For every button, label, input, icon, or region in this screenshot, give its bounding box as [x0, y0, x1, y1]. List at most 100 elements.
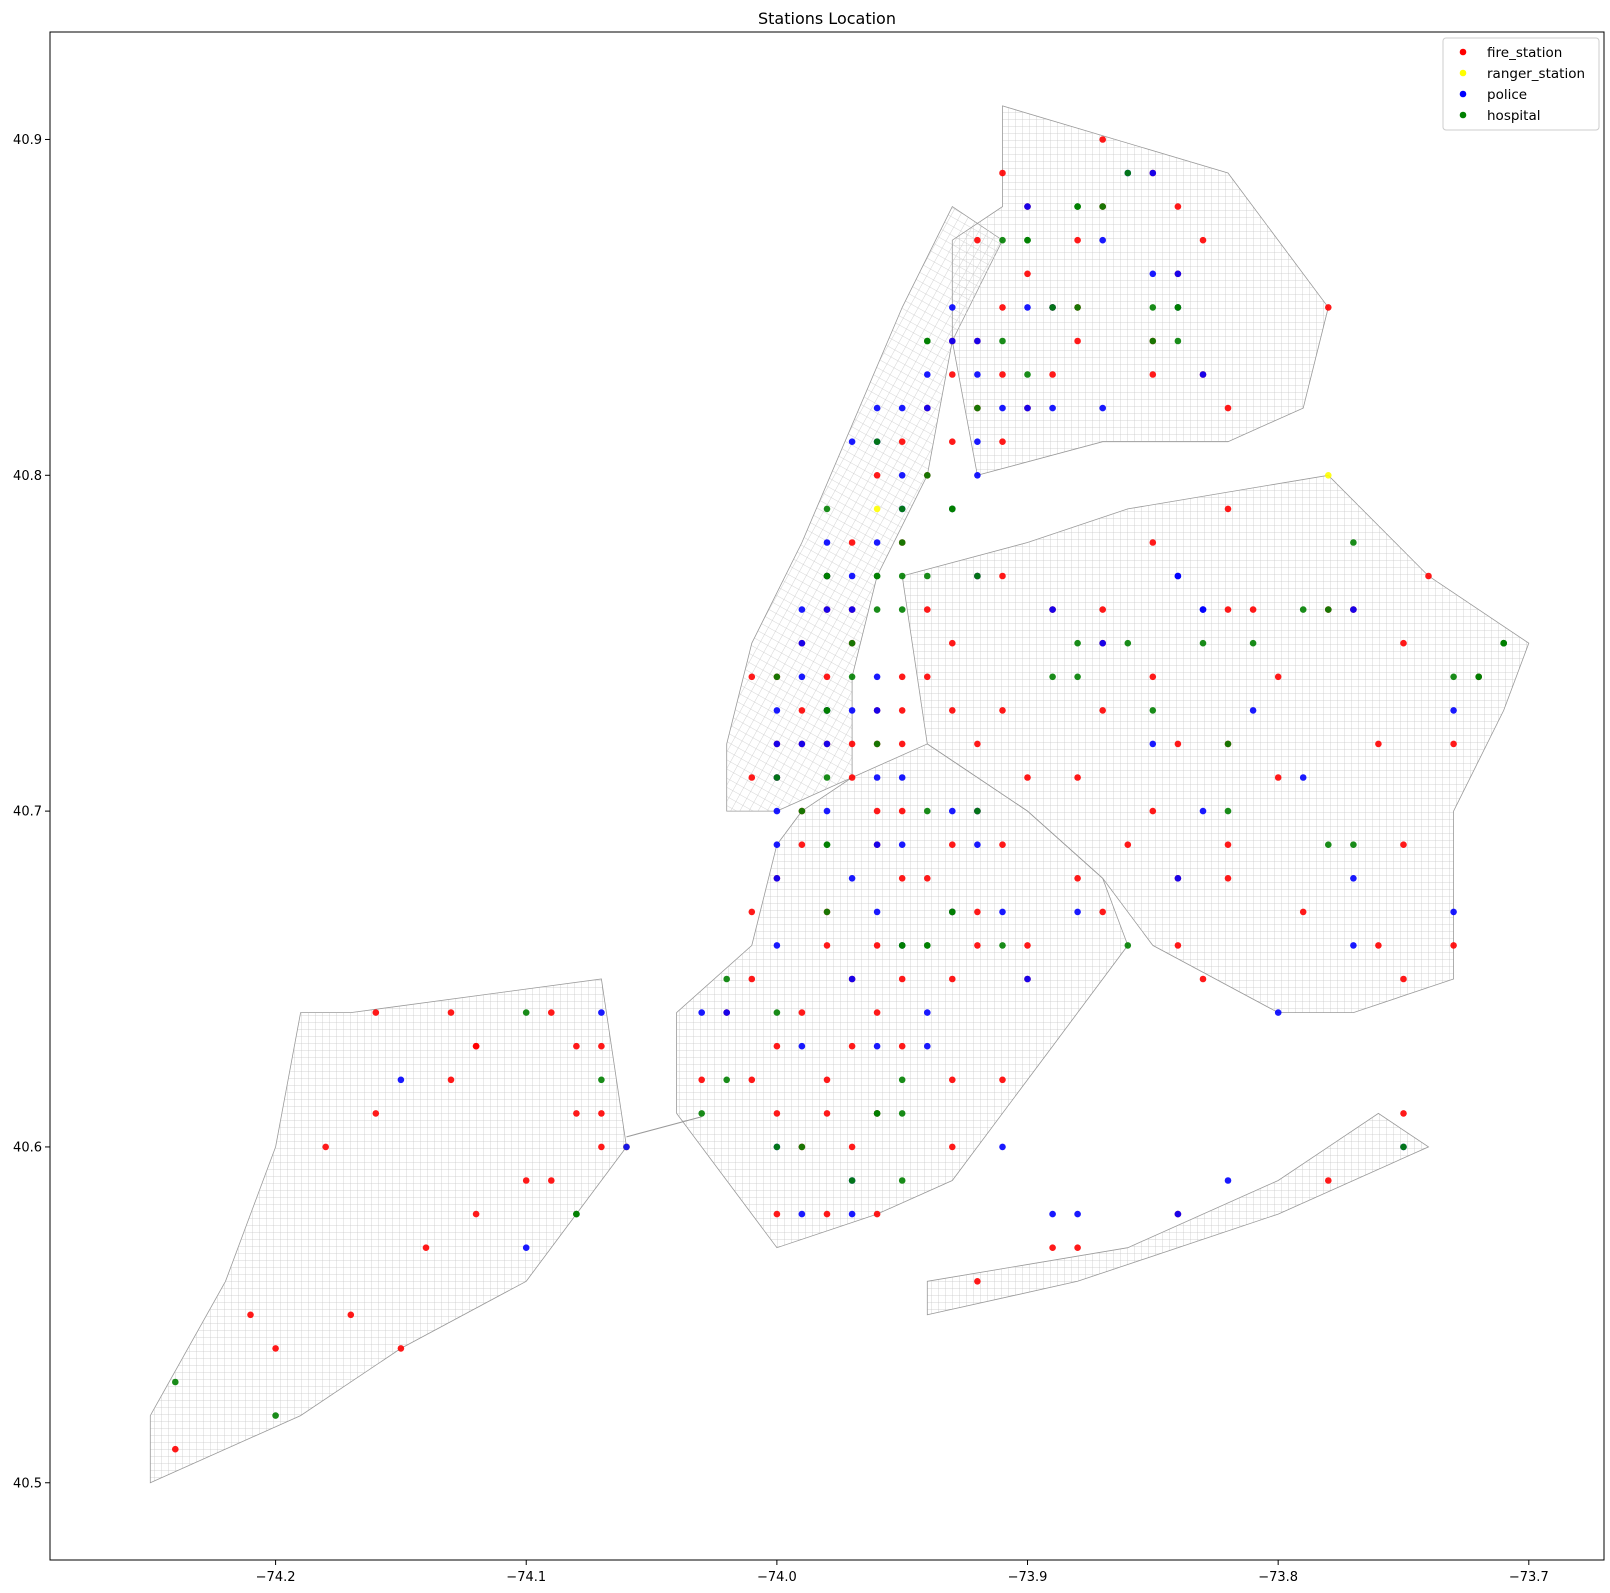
police-point — [898, 404, 906, 412]
fire_station-point — [898, 740, 906, 748]
hospital-point — [924, 337, 931, 345]
fire_station-point — [1274, 673, 1282, 681]
police-point — [773, 875, 781, 882]
hospital-point — [1400, 1143, 1407, 1151]
police-point — [873, 908, 881, 916]
police-point — [1274, 1009, 1282, 1016]
fire_station-point — [1299, 908, 1307, 916]
fire_station-point — [1224, 606, 1232, 613]
police-point — [397, 1076, 405, 1084]
hospital-point — [898, 606, 906, 613]
hospital-point — [798, 807, 806, 815]
police-point — [1199, 606, 1207, 613]
fire_station-point — [798, 707, 806, 714]
fire_station-point — [1074, 337, 1081, 345]
fire_station-point — [472, 1210, 480, 1218]
hospital-point — [974, 404, 981, 412]
fire_station-point — [873, 1210, 881, 1218]
fire_station-point — [974, 942, 981, 949]
police-point — [1049, 606, 1056, 613]
fire_station-point — [823, 1110, 831, 1117]
y-tick-label: 40.6 — [13, 1140, 42, 1155]
hospital-point — [974, 807, 981, 815]
fire_station-point — [1024, 270, 1031, 278]
legend-label-police: police — [1487, 87, 1527, 103]
police-point — [1074, 1210, 1081, 1218]
police-point — [949, 304, 956, 311]
police-point — [823, 740, 831, 748]
fire_station-point — [1124, 841, 1132, 848]
police-point — [522, 1244, 530, 1251]
police-point — [873, 404, 881, 412]
chart-title: Stations Location — [758, 9, 896, 28]
station-points — [172, 136, 1507, 1453]
legend-label-fire_station: fire_station — [1487, 45, 1562, 61]
police-point — [974, 371, 981, 378]
fire_station-point — [898, 438, 906, 446]
fire_station-point — [974, 236, 981, 244]
police-point — [848, 707, 856, 714]
police-point — [1049, 404, 1056, 412]
police-point — [623, 1143, 630, 1151]
hospital-point — [924, 472, 931, 479]
legend-marker-hospital — [1459, 111, 1467, 119]
fire_station-point — [1199, 975, 1207, 983]
hospital-point — [1074, 639, 1081, 647]
police-point — [1224, 1177, 1232, 1184]
hospital-point — [172, 1378, 179, 1386]
fire_station-point — [1074, 1244, 1081, 1251]
police-point — [999, 1143, 1006, 1151]
hospital-point — [1124, 639, 1132, 647]
fire_station-point — [1099, 908, 1106, 916]
hospital-point — [873, 1110, 881, 1117]
fire_station-point — [1450, 740, 1457, 748]
fire_station-point — [773, 1110, 781, 1117]
fire_station-point — [949, 707, 956, 714]
fire_station-point — [898, 707, 906, 714]
hospital-point — [949, 908, 956, 916]
hospital-point — [873, 740, 881, 748]
fire_station-point — [422, 1244, 430, 1251]
fire_station-point — [999, 438, 1006, 446]
x-tick-label: −73.7 — [1509, 1570, 1549, 1585]
hospital-point — [823, 707, 831, 714]
hospital-point — [1074, 203, 1081, 210]
fire_station-point — [1149, 673, 1157, 681]
hospital-point — [1149, 337, 1157, 345]
police-point — [949, 337, 956, 345]
x-tick-label: −74.1 — [506, 1570, 546, 1585]
fire_station-point — [598, 1143, 605, 1151]
fire_station-point — [848, 1042, 856, 1050]
fire_station-point — [397, 1345, 405, 1352]
police-point — [848, 975, 856, 983]
legend-marker-ranger_station — [1459, 69, 1467, 77]
fire_station-point — [1074, 774, 1081, 781]
hospital-point — [1074, 304, 1081, 311]
legend-box — [1442, 37, 1600, 131]
police-point — [1450, 908, 1457, 916]
fire_station-point — [949, 639, 956, 647]
hospital-point — [1325, 606, 1332, 613]
fire_station-point — [1400, 639, 1407, 647]
police-point — [1174, 572, 1182, 580]
hospital-point — [1149, 707, 1157, 714]
fire_station-point — [974, 908, 981, 916]
police-point — [1149, 169, 1157, 177]
police-point — [974, 472, 981, 479]
police-point — [773, 942, 781, 949]
fire_station-point — [1149, 539, 1157, 546]
police-point — [1024, 404, 1031, 412]
police-point — [773, 740, 781, 748]
hospital-point — [898, 539, 906, 546]
police-point — [1174, 1210, 1182, 1218]
fire_station-point — [372, 1110, 380, 1117]
fire_station-point — [823, 673, 831, 681]
hospital-point — [1174, 337, 1182, 345]
hospital-point — [999, 942, 1006, 949]
fire_station-point — [949, 1143, 956, 1151]
police-point — [773, 841, 781, 848]
hospital-point — [1249, 639, 1257, 647]
police-point — [798, 639, 806, 647]
hospital-point — [773, 1143, 781, 1151]
fire_station-point — [548, 1177, 555, 1184]
